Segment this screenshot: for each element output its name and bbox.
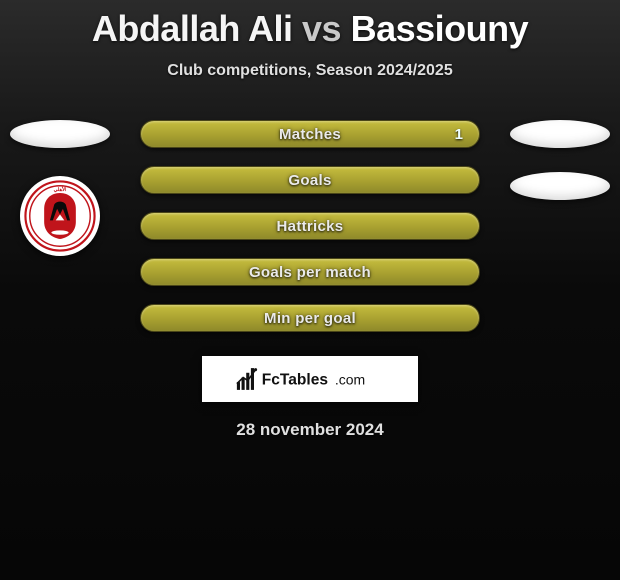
stat-bar-goals-per-match: Goals per match <box>140 258 480 286</box>
player-a-name: Abdallah Ali <box>92 8 293 49</box>
subtitle: Club competitions, Season 2024/2025 <box>0 62 620 80</box>
stat-label: Hattricks <box>277 218 344 235</box>
svg-text:FcTables: FcTables <box>262 371 329 388</box>
right-placeholder-ellipse-2 <box>510 172 610 200</box>
right-placeholder-ellipse-1 <box>510 120 610 148</box>
comparison-date: 28 november 2024 <box>0 420 620 440</box>
comparison-content: الأهلي Matches 1 Goals Hattricks Goals p… <box>0 120 620 440</box>
player-b-name: Bassiouny <box>351 8 529 49</box>
stat-label: Goals <box>288 172 331 189</box>
vs-text: vs <box>302 8 341 49</box>
stat-label: Min per goal <box>264 310 356 327</box>
stat-bar-min-per-goal: Min per goal <box>140 304 480 332</box>
fctables-logo-box: FcTables .com <box>202 356 418 402</box>
fctables-logo-icon: FcTables .com <box>230 365 390 393</box>
stat-label: Goals per match <box>249 264 371 281</box>
svg-text:.com: .com <box>335 371 365 387</box>
club-logo-al-ahly: الأهلي <box>20 176 100 256</box>
stat-bar-goals: Goals <box>140 166 480 194</box>
stat-bar-matches: Matches 1 <box>140 120 480 148</box>
left-placeholder-ellipse <box>10 120 110 148</box>
al-ahly-shield-icon: الأهلي <box>24 180 96 252</box>
stat-bar-hattricks: Hattricks <box>140 212 480 240</box>
page-title: Abdallah Ali vs Bassiouny <box>0 0 620 50</box>
stat-value-right: 1 <box>455 126 463 143</box>
stat-bars: Matches 1 Goals Hattricks Goals per matc… <box>140 120 480 332</box>
stat-label: Matches <box>279 126 341 143</box>
